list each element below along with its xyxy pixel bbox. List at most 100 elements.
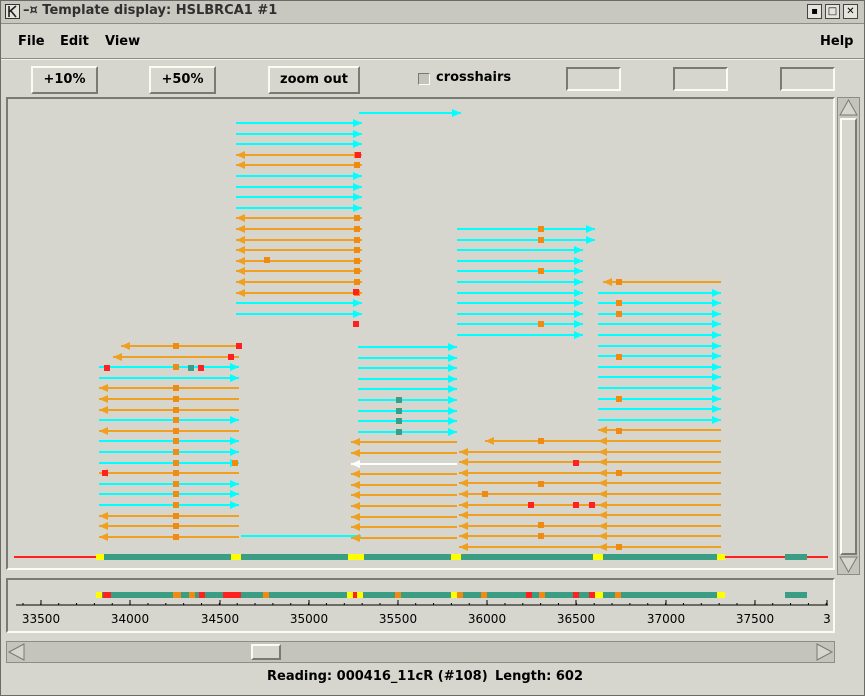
ruler-tick-label: 36000 (468, 612, 506, 626)
read-arrowhead (459, 511, 468, 519)
forward-read (457, 289, 583, 297)
read-tag (616, 311, 622, 317)
consensus-marker (451, 554, 461, 560)
vertical-scroll-thumb[interactable] (840, 118, 857, 555)
read-arrowhead (230, 374, 239, 382)
read-arrowhead (598, 511, 607, 519)
reverse-read (351, 491, 457, 499)
read-arrowhead (574, 278, 583, 286)
reverse-read (459, 511, 598, 519)
forward-read (99, 490, 239, 498)
read-arrowhead (351, 460, 360, 468)
scroll-left-icon[interactable] (7, 643, 25, 661)
read-arrowhead (236, 236, 245, 244)
read-tag (173, 513, 179, 519)
scroll-right-icon[interactable] (816, 643, 834, 661)
read-tag (228, 354, 234, 360)
read-arrowhead (452, 109, 461, 117)
read-arrowhead (353, 183, 362, 191)
read-tag (354, 268, 360, 274)
read-arrowhead (574, 299, 583, 307)
read-arrowhead (99, 384, 108, 392)
minimize-icon[interactable]: ▪ (807, 4, 822, 19)
read-arrowhead (448, 428, 457, 436)
read-tag (573, 460, 579, 466)
overview-tag (457, 592, 463, 598)
forward-read (457, 267, 583, 275)
horizontal-scroll-thumb[interactable] (251, 644, 281, 660)
read-arrowhead (574, 331, 583, 339)
ruler-tick-label: 35000 (290, 612, 328, 626)
reverse-read (351, 513, 457, 521)
forward-read (598, 384, 721, 392)
ruler-tick-label: 34500 (201, 612, 239, 626)
pin-icon[interactable]: –¤ (23, 3, 43, 18)
forward-read (598, 405, 721, 413)
reverse-read (99, 427, 239, 435)
forward-read (99, 501, 239, 509)
reverse-read (598, 479, 721, 487)
forward-read (598, 331, 721, 339)
zoom-in-10-button[interactable]: +10% (31, 66, 98, 94)
read-arrowhead (712, 310, 721, 318)
menu-file[interactable]: File (18, 34, 45, 49)
read-tag (538, 481, 544, 487)
overview-ruler[interactable]: 33500 34000 34500 35000 35500 36000 36500 37000… (6, 578, 835, 633)
overview-tag (595, 592, 603, 598)
maximize-icon[interactable]: □ (825, 4, 840, 19)
read-arrowhead (351, 481, 360, 489)
read-tag (396, 418, 402, 424)
zoom-out-button[interactable]: zoom out (268, 66, 360, 94)
vertical-scroll-arrows (839, 98, 858, 574)
read-arrowhead (236, 151, 245, 159)
read-arrowhead (459, 490, 468, 498)
overview-tag (199, 592, 205, 598)
read-tag (354, 279, 360, 285)
app-k-icon[interactable] (5, 4, 20, 19)
read-arrowhead (351, 491, 360, 499)
read-arrowhead (448, 396, 457, 404)
read-arrowhead (459, 448, 468, 456)
read-tag (354, 162, 360, 168)
crosshairs-checkbox[interactable] (418, 73, 430, 85)
read-arrowhead (99, 406, 108, 414)
consensus-bar-end (785, 554, 807, 560)
forward-read (358, 407, 457, 415)
vertical-scrollbar[interactable] (837, 97, 860, 575)
forward-read (99, 374, 239, 382)
zoom-in-50-button[interactable]: +50% (149, 66, 216, 94)
template-plot[interactable] (8, 99, 833, 568)
read-arrowhead (230, 363, 239, 371)
read-arrowhead (113, 353, 122, 361)
horizontal-scrollbar[interactable] (6, 641, 835, 663)
reverse-read (351, 449, 457, 457)
read-tag (538, 226, 544, 232)
ruler-tick-label: 33500 (22, 612, 60, 626)
menu-edit[interactable]: Edit (60, 34, 89, 49)
overview-tag (353, 592, 357, 598)
read-arrowhead (459, 501, 468, 509)
scroll-down-icon[interactable] (839, 556, 858, 574)
read-arrowhead (598, 479, 607, 487)
read-tag (538, 321, 544, 327)
info-field-2[interactable] (673, 67, 728, 91)
reverse-read (236, 289, 362, 297)
scroll-up-icon[interactable] (839, 98, 858, 116)
read-arrowhead (353, 299, 362, 307)
read-tag (355, 152, 361, 158)
menu-view[interactable]: View (105, 34, 141, 49)
template-canvas[interactable] (6, 97, 835, 570)
title-bar[interactable]: –¤ Template display: HSLBRCA1 #1 ▪ □ ✕ (1, 1, 864, 24)
info-field-1[interactable] (566, 67, 621, 91)
consensus-marker (348, 554, 364, 560)
read-arrowhead (448, 385, 457, 393)
info-field-3[interactable] (780, 67, 835, 91)
menu-help[interactable]: Help (820, 34, 854, 49)
reverse-read (351, 481, 457, 489)
menu-bar: File Edit View Help (1, 24, 864, 58)
read-tag (104, 365, 110, 371)
reverse-read (459, 522, 598, 530)
close-icon[interactable]: ✕ (843, 4, 858, 19)
forward-read (236, 204, 362, 212)
reverse-read (459, 543, 598, 551)
